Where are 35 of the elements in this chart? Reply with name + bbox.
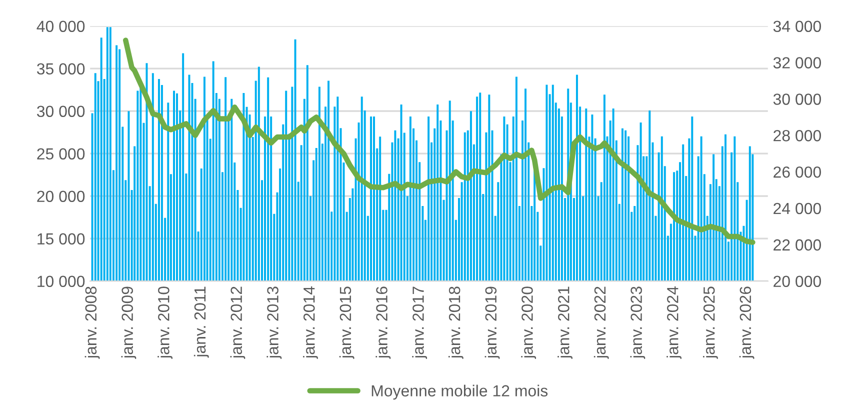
x-tick-label: janv. 2025 xyxy=(703,286,718,359)
y2-tick-label: 22 000 xyxy=(774,239,821,251)
x-tick-label: janv. 2024 xyxy=(666,286,682,359)
y-tick-label: 10 000 xyxy=(38,276,85,288)
x-tick-label: janv. 2018 xyxy=(448,286,464,359)
x-tick-label: janv. 2019 xyxy=(484,286,500,359)
x-tick-label: janv. 2014 xyxy=(303,286,318,359)
y-tick-label: 30 000 xyxy=(36,106,85,118)
x-tick-label: janv. 2010 xyxy=(158,286,172,359)
y2-tick-label: 32 000 xyxy=(773,57,821,68)
x-tick-label: janv. 2021 xyxy=(558,286,572,359)
x-tick-label: janv. 2026 xyxy=(739,286,754,359)
y2-tick-label: 34 000 xyxy=(773,20,821,32)
x-tick-label: janv. 2023 xyxy=(630,286,646,359)
x-tick-label: janv. 2015 xyxy=(339,286,354,359)
x-tick-label: janv. 2009 xyxy=(121,286,136,359)
y-tick-label: 15 000 xyxy=(38,233,85,245)
x-tick-label: janv. 2020 xyxy=(521,286,536,359)
x-tick-label: janv. 2017 xyxy=(412,286,428,359)
y2-tick-label: 26 000 xyxy=(774,166,821,178)
x-tick-label: janv. 2016 xyxy=(376,286,391,359)
legend-label: Moyenne mobile 12 mois xyxy=(372,384,548,400)
y2-tick-label: 30 000 xyxy=(773,94,821,105)
x-tick-label: janv. 2011 xyxy=(194,286,209,358)
y-tick-label: 20 000 xyxy=(37,190,85,202)
y2-tick-label: 20 000 xyxy=(774,276,821,288)
x-tick-label: janv. 2022 xyxy=(594,286,609,359)
y-tick-label: 35 000 xyxy=(36,63,85,75)
y-tick-label: 25 000 xyxy=(37,148,85,160)
y-tick-label: 40 000 xyxy=(36,20,85,32)
y2-tick-label: 28 000 xyxy=(774,130,821,142)
x-tick-label: janv. 2008 xyxy=(84,286,100,359)
y2-tick-label: 24 000 xyxy=(774,202,821,214)
x-tick-label: janv. 2012 xyxy=(230,286,246,359)
x-tick-label: janv. 2013 xyxy=(266,286,282,359)
